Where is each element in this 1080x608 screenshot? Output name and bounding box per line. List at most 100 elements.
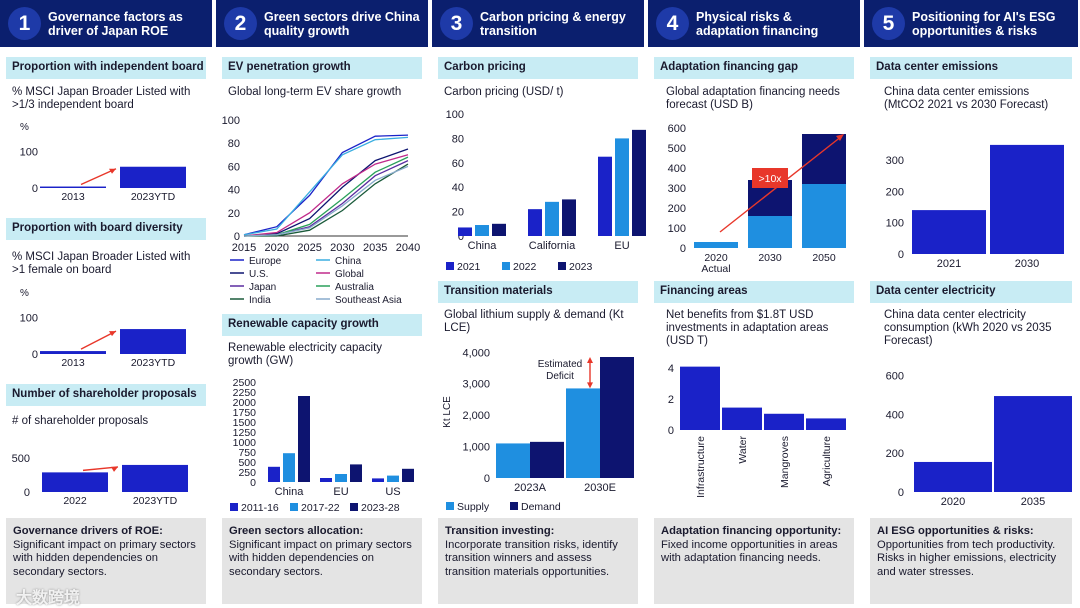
section-title: Data center emissions (870, 57, 1072, 79)
y-tick-label: 750 (238, 447, 256, 459)
section-subtitle: Global lithium supply & demand (Kt LCE) (444, 309, 624, 334)
footer-text: Fixed income opportunities in areas with… (661, 538, 838, 565)
y-tick-label: 250 (238, 467, 256, 479)
x-tick-label: 2030 (330, 242, 354, 254)
y-tick-label: 500 (668, 143, 686, 155)
y-tick-label: 100 (886, 218, 904, 230)
x-tick-label: China (468, 240, 498, 252)
footer-title: Green sectors allocation: (229, 525, 364, 537)
y-tick-label: 100 (222, 115, 240, 127)
y-tick-label: 100 (20, 146, 38, 158)
column-number: 1 (8, 7, 41, 40)
x-tick-label: 2023YTD (133, 495, 178, 507)
legend-label: Australia (335, 282, 374, 293)
column-number: 5 (872, 7, 905, 40)
section-subtitle: China data center emissions (MtCO2 2021 … (884, 86, 1049, 111)
arrow-head (836, 134, 844, 141)
legend-swatch (502, 262, 510, 270)
y-tick-label: 500 (238, 457, 256, 469)
bar (562, 199, 576, 236)
y-tick-label: 0 (250, 477, 256, 489)
footer-text: Significant impact on primary sectors wi… (229, 538, 412, 578)
x-tick-label: EU (333, 486, 348, 498)
y-tick-label: 100 (446, 109, 464, 121)
bar (496, 443, 530, 478)
y-tick-label: 1,000 (462, 442, 490, 454)
section-title: Adaptation financing gap (654, 57, 854, 79)
column-1: 1 Governance factors as driver of Japan … (0, 0, 214, 608)
x-tick-label: 2030 (1015, 258, 1039, 270)
y-tick-label: 2250 (233, 387, 257, 399)
callout-box (752, 168, 788, 188)
x-tick-label: US (385, 486, 400, 498)
x-tick-label: California (529, 240, 576, 252)
series-line (243, 165, 409, 237)
legend-label: China (335, 256, 362, 267)
dc-electricity-chart: 0 200 400 600 2020 2035 (886, 371, 1072, 508)
footer-text: Opportunities from tech productivity. Ri… (877, 538, 1057, 578)
column-number: 3 (440, 7, 473, 40)
legend-swatch (446, 262, 454, 270)
bar (42, 472, 108, 492)
section-title: Data center electricity (870, 281, 1072, 303)
legend-swatch (446, 502, 454, 510)
arrow-head (109, 331, 116, 337)
legend-label: Europe (249, 256, 282, 267)
footer-title: Adaptation financing opportunity: (661, 525, 842, 537)
column-number: 4 (656, 7, 689, 40)
y-tick-label: 0 (458, 231, 464, 243)
legend-label: U.S. (249, 269, 268, 280)
x-tick-label: 2035 (363, 242, 387, 254)
bar (283, 453, 295, 482)
y-axis-label: % (20, 122, 29, 133)
y-tick-label: 0 (234, 231, 240, 243)
x-tick-label: 2035 (1021, 496, 1045, 508)
carbon-pricing-chart: 0 20 40 60 80 100 China California EU 2021 2022 202… (446, 109, 646, 273)
y-tick-label: 100 (668, 223, 686, 235)
bar (298, 396, 310, 482)
y-tick-label: 0 (898, 249, 904, 261)
x-tick-label: 2021 (937, 258, 961, 270)
bar (545, 201, 559, 236)
section-subtitle: # of shareholder proposals (12, 415, 149, 427)
section-subtitle: Carbon pricing (USD/ t) (444, 86, 564, 98)
footer-box: Governance drivers of ROE: Significant i… (6, 518, 206, 604)
y-tick-label: 600 (886, 371, 904, 383)
x-tick-label: 2022 (63, 495, 87, 507)
legend-label: 2023-28 (361, 502, 400, 514)
section-subtitle: Global long-term EV share growth (228, 86, 402, 98)
y-tick-label: 200 (668, 203, 686, 215)
bar (458, 227, 472, 236)
financing-areas-chart: 0 2 4 Infrastructure Water Mangroves Agricultu… (668, 363, 846, 498)
bar (764, 413, 804, 430)
y-tick-label: 4,000 (462, 347, 490, 359)
y-tick-label: 0 (898, 487, 904, 499)
legend-label: India (249, 295, 271, 306)
bar (120, 166, 186, 188)
section-title: Carbon pricing (438, 57, 638, 79)
transition-materials-chart: Kt LCE 0 1,000 2,000 3,000 4,000 2023A 2030E Sup… (442, 347, 634, 513)
y-tick-label: 300 (886, 155, 904, 167)
series-line (243, 156, 409, 237)
y-tick-label: 2000 (233, 397, 257, 409)
y-tick-label: 1250 (233, 427, 257, 439)
y-tick-label: 300 (668, 183, 686, 195)
legend-label: Supply (457, 501, 490, 513)
section-title: Proportion with independent board (6, 57, 206, 79)
legend-label: 2017-22 (301, 502, 340, 514)
footer-box: Transition investing: Incorporate transi… (438, 518, 638, 604)
growth-arrow (80, 330, 117, 350)
series-line (243, 148, 409, 237)
legend-swatch (558, 262, 566, 270)
column-5: 5 Positioning for AI's ESG opportunities… (864, 0, 1080, 608)
x-tick-label: 2020 (704, 252, 728, 264)
column-3: 3 Carbon pricing & energy transition Car… (432, 0, 646, 608)
y-tick-label: 80 (452, 133, 464, 145)
bar (600, 357, 634, 478)
annotation-label: Deficit (546, 371, 574, 382)
x-tick-label: 2015 (232, 242, 256, 254)
legend-label: 2021 (457, 261, 481, 273)
footer-text: Significant impact on primary sectors wi… (13, 538, 196, 578)
legend-label: Japan (249, 282, 276, 293)
